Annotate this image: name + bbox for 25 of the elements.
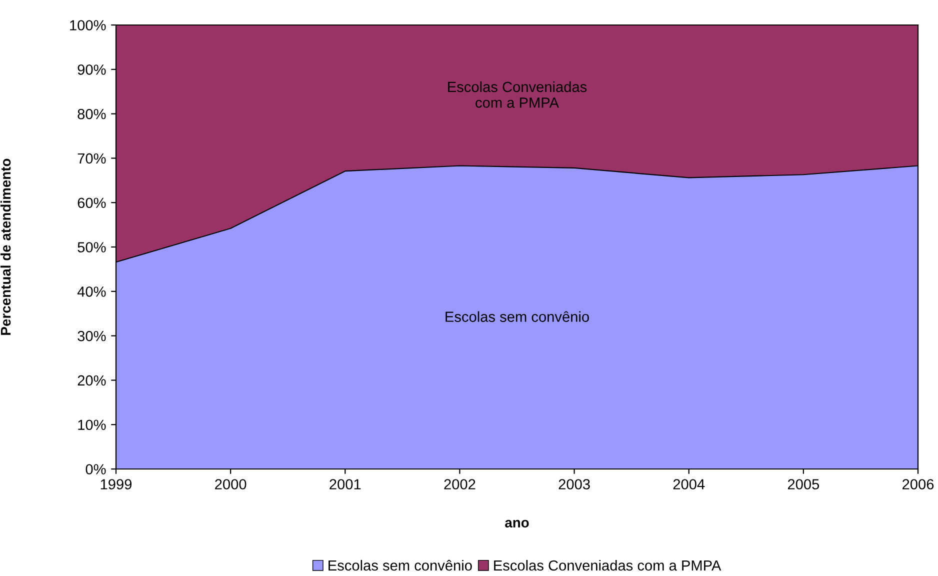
y-tick-label: 80% — [78, 108, 106, 120]
y-tick-label: 50% — [78, 242, 106, 252]
legend-label: Escolas sem convênio — [328, 560, 472, 571]
x-tick-label: 1999 — [100, 479, 132, 490]
y-tick-label: 90% — [78, 64, 106, 75]
x-tick-label: 2005 — [788, 479, 820, 490]
y-axis-title: Percentual de atendimento — [0, 158, 11, 335]
x-tick-label: 2004 — [673, 479, 705, 490]
x-tick-label: 2002 — [444, 479, 476, 490]
y-tick-label: 30% — [78, 330, 106, 342]
y-tick-label: 60% — [78, 198, 106, 208]
annotation: Escolas Conveniadas com a PMPA — [448, 81, 587, 108]
x-tick-label: 2006 — [902, 479, 934, 490]
x-tick-label: 2000 — [215, 479, 246, 490]
x-tick-label: 2003 — [558, 479, 590, 490]
y-tick-label: 0% — [86, 464, 106, 474]
y-tick-label: 20% — [78, 375, 106, 386]
x-axis-title: ano — [505, 520, 529, 528]
y-tick-label: 10% — [78, 420, 106, 430]
x-tick-label: 2001 — [330, 479, 361, 490]
legend-label: Escolas Conveniadas com a PMPA — [494, 560, 722, 571]
annotation: Escolas sem convênio — [446, 311, 589, 322]
y-tick-label: 40% — [77, 286, 106, 297]
y-tick-label: 70% — [78, 153, 106, 164]
y-tick-label: 100% — [70, 20, 106, 30]
